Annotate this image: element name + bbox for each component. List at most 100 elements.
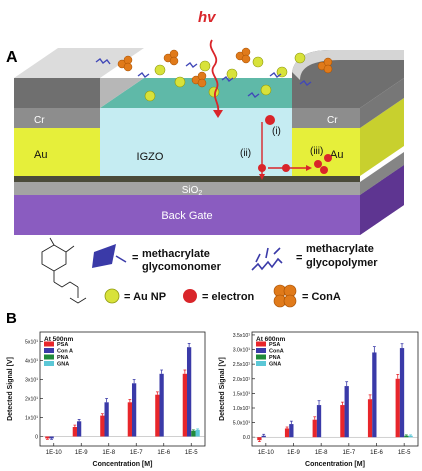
y-tick-label: 3.5x10¹ xyxy=(233,333,251,339)
plot-frame xyxy=(39,331,206,447)
bar xyxy=(195,429,200,437)
x-axis-label: Concentration [M] xyxy=(305,461,365,468)
y-tick-label: 2.5x10¹ xyxy=(233,362,251,368)
substrate-stripe xyxy=(14,176,360,182)
legend-entry: GNA xyxy=(269,362,281,368)
legend-swatch xyxy=(256,361,266,366)
chart-600nm: 0.0 5.0x10¹ 1.0x10¹ 1.5x10¹ 2.0x10¹ 2.5x10¹ 3.… xyxy=(219,331,419,468)
bar xyxy=(104,402,109,437)
y-tick-label: 5.0x10¹ xyxy=(233,421,251,427)
legend-swatch xyxy=(44,354,54,360)
x-tick-label: 1E-6 xyxy=(370,450,383,456)
x-tick-label: 1E-9 xyxy=(75,450,88,456)
back-gate-layer: Back Gate xyxy=(14,165,404,235)
back-gate-label: Back Gate xyxy=(161,210,212,222)
legend-au-np: = Au NP xyxy=(124,291,166,303)
bar xyxy=(261,435,266,438)
legend-entry: PSA xyxy=(269,342,280,348)
chart-500nm: 0 1x10¹ 2x10¹ 3x10¹ 4x10¹ 5x10¹ 1E-10 1E-9 1E-8 1… xyxy=(7,331,206,468)
bar xyxy=(404,435,409,438)
x-tick-label: 1E-8 xyxy=(315,450,328,456)
legend-polymer-line2: glycopolymer xyxy=(306,257,378,269)
bar xyxy=(399,348,405,438)
legend-entry: PNA xyxy=(57,355,69,361)
bar xyxy=(257,437,262,441)
cr-left-label: Cr xyxy=(34,115,45,126)
x-tick-label: 1E-7 xyxy=(130,450,143,456)
legend-eq-1: = xyxy=(132,252,138,264)
legend-entry: ConA xyxy=(269,349,284,355)
bar xyxy=(76,421,82,437)
x-tick-label: 1E-5 xyxy=(185,450,198,456)
legend-swatch xyxy=(44,348,54,353)
legend-eq-2: = xyxy=(296,252,302,264)
bar xyxy=(127,402,132,437)
glycomonomer-icon xyxy=(92,244,127,268)
legend-electron: = electron xyxy=(202,291,255,303)
bar xyxy=(344,386,349,438)
legend-entry: PNA xyxy=(269,355,281,361)
x-tick-label: 1E-9 xyxy=(287,450,300,456)
step-i-label: (i) xyxy=(272,126,281,137)
bar xyxy=(186,347,192,437)
legend-polymer-line1: methacrylate xyxy=(306,243,374,255)
y-tick-label: 1.0x10¹ xyxy=(233,406,251,412)
y-tick-label: 4x10¹ xyxy=(25,359,38,365)
y-tick-label: 0.0 xyxy=(243,435,250,441)
legend-entry: GNA xyxy=(57,362,69,368)
sio2-label: SiO2 xyxy=(182,185,203,197)
bar xyxy=(49,436,54,439)
x-tick-label: 1E-8 xyxy=(102,450,115,456)
sio2-layer: SiO2 xyxy=(14,152,404,197)
y-tick-label: 2x10¹ xyxy=(25,397,38,403)
y-tick-label: 2.0x10¹ xyxy=(233,377,251,383)
bar xyxy=(159,373,164,437)
light-source: hv xyxy=(198,9,223,118)
y-tick-label: 3.0x10¹ xyxy=(233,348,251,354)
legend-swatch xyxy=(256,354,266,360)
bar xyxy=(155,394,160,437)
bar xyxy=(182,373,187,437)
x-tick-label: 1E-7 xyxy=(342,450,355,456)
surface-nanoparticles xyxy=(95,47,333,102)
panel-a-label: A xyxy=(6,49,18,66)
bar xyxy=(367,399,373,438)
y-tick-label: 0 xyxy=(35,435,38,441)
legend-swatch xyxy=(256,348,266,353)
igzo-label: IGZO xyxy=(137,151,164,163)
legend-monomer-line1: methacrylate xyxy=(142,248,210,260)
bar xyxy=(284,428,290,438)
legend-swatch xyxy=(44,361,54,366)
step-iii-label: (iii) xyxy=(310,146,323,157)
x-axis-label: Concentration [M] xyxy=(93,461,153,468)
bar xyxy=(100,415,105,437)
bar xyxy=(45,436,50,439)
right-electrode: Cr Au xyxy=(292,50,404,176)
legend-monomer-line2: glycomonomer xyxy=(142,261,222,273)
left-electrode: Cr Au xyxy=(14,48,144,176)
legend-cona: = ConA xyxy=(302,291,341,303)
electron-transfer-path: (i) (ii) (iii) xyxy=(240,115,332,180)
bar xyxy=(372,352,377,438)
step-ii-label: (ii) xyxy=(240,148,251,159)
au-np-icon xyxy=(104,288,120,304)
hv-label: hv xyxy=(198,9,217,26)
x-tick-label: 1E-5 xyxy=(398,450,411,456)
x-tick-label: 1E-6 xyxy=(157,450,170,456)
legend-swatch xyxy=(256,341,266,347)
bar xyxy=(340,405,345,438)
y-tick-label: 1.5x10¹ xyxy=(233,391,251,397)
panel-b-label: B xyxy=(6,310,17,327)
x-tick-label: 1E-10 xyxy=(46,450,63,456)
plot-frame xyxy=(251,331,419,447)
bar xyxy=(72,427,77,437)
bar xyxy=(395,378,400,438)
y-tick-label: 3x10¹ xyxy=(25,378,38,384)
cona-icon xyxy=(273,284,297,308)
bar xyxy=(131,383,137,437)
y-axis-label: Detected Signal [V] xyxy=(219,357,226,421)
y-tick-label: 1x10¹ xyxy=(25,416,38,422)
bar xyxy=(191,430,196,437)
bar xyxy=(316,405,322,438)
